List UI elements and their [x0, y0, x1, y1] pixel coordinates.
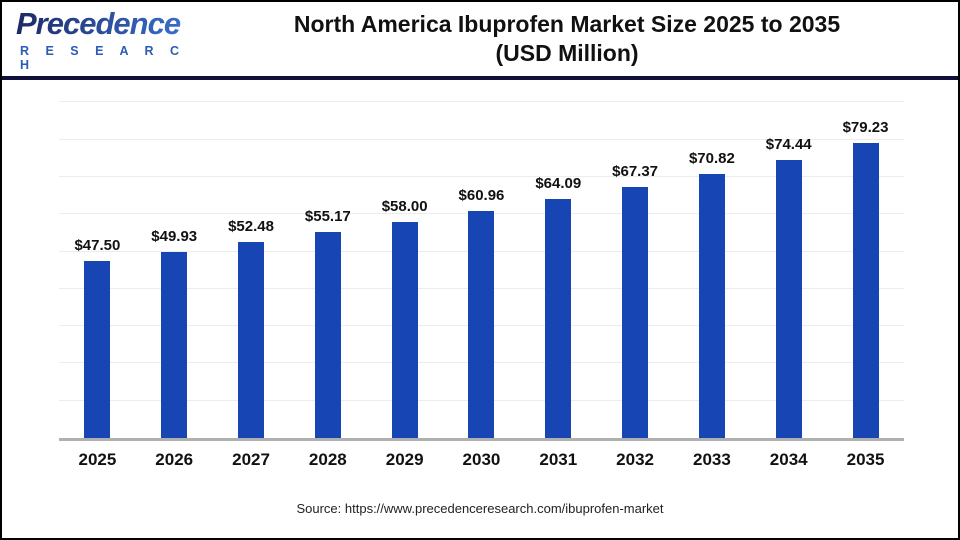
plot-area: $47.50 $49.93 $52.48 $55.17 $58.00 $60.96 $64.…	[59, 98, 904, 441]
bar-column-2030: $60.96	[443, 187, 520, 438]
x-axis-label-2031: 2031	[539, 450, 578, 469]
bar-value-label: $55.17	[304, 208, 351, 226]
bar-value-label: $60.96	[458, 186, 505, 204]
logo-brand-text: Precedence	[16, 8, 206, 41]
bar-2026	[161, 251, 188, 438]
bar-value-label: $58.00	[381, 197, 428, 215]
bar-2027	[238, 242, 265, 438]
bar-2025	[84, 260, 111, 438]
x-axis-label-2029: 2029	[385, 450, 424, 469]
x-axis-label-2025: 2025	[78, 450, 117, 469]
x-axis-label-2033: 2033	[692, 450, 731, 469]
x-axis-label-2030: 2030	[462, 450, 501, 469]
x-axis: 2025 2026 2027 2028 2029 2030 2031 2032 2033 2034…	[59, 450, 904, 470]
bar-2032	[622, 186, 649, 438]
bar-2034	[775, 160, 802, 438]
market-size-bar-chart: $47.50 $49.93 $52.48 $55.17 $58.00 $60.96 $64.…	[2, 98, 958, 470]
bar-2028	[314, 232, 341, 438]
bar-column-2031: $64.09	[520, 175, 597, 438]
bar-value-label: $74.44	[765, 136, 812, 154]
bar-2029	[391, 221, 418, 438]
x-axis-label-2032: 2032	[616, 450, 654, 469]
x-axis-label-2035: 2035	[846, 450, 885, 469]
bar-value-label: $70.82	[688, 149, 735, 167]
bar-value-label: $79.23	[842, 118, 889, 136]
bar-value-label: $52.48	[228, 218, 274, 236]
bar-column-2029: $58.00	[366, 198, 443, 438]
bar-value-label: $47.50	[74, 236, 121, 254]
chart-title-line2: (USD Million)	[495, 40, 639, 66]
x-axis-label-2028: 2028	[308, 450, 347, 469]
gridline-80	[59, 138, 904, 140]
bar-column-2028: $55.17	[289, 208, 366, 438]
bar-column-2032: $67.37	[597, 163, 674, 438]
bar-column-2034: $74.44	[750, 136, 827, 438]
source-text: Source: https://www.precedenceresearch.c…	[296, 501, 664, 516]
bar-value-label: $64.09	[535, 175, 582, 193]
x-axis-label-2026: 2026	[155, 450, 194, 469]
bar-column-2025: $47.50	[59, 237, 136, 438]
gridline-70	[59, 176, 904, 178]
bar-column-2033: $70.82	[674, 150, 751, 438]
bar-2035	[852, 142, 879, 438]
bar-value-label: $67.37	[612, 162, 659, 180]
gridline-90	[59, 101, 904, 103]
bar-2033	[698, 173, 725, 438]
bar-column-2026: $49.93	[136, 228, 213, 438]
bar-column-2035: $79.23	[827, 119, 904, 438]
x-axis-label-2034: 2034	[769, 450, 808, 469]
x-axis-label-2027: 2027	[232, 450, 270, 469]
header: Precedence R E S E A R C H North America…	[2, 2, 958, 80]
precedence-logo: Precedence R E S E A R C H	[16, 6, 206, 72]
bar-2031	[545, 199, 572, 438]
chart-title-line1: North America Ibuprofen Market Size 2025…	[293, 11, 841, 37]
bar-value-label: $49.93	[151, 227, 198, 245]
bar-column-2027: $52.48	[213, 218, 290, 438]
page-title: North America Ibuprofen Market Size 2025…	[206, 10, 928, 68]
footer: Source: https://www.precedenceresearch.c…	[2, 501, 958, 516]
logo-research-text: R E S E A R C H	[20, 43, 186, 72]
bar-2030	[468, 210, 495, 438]
